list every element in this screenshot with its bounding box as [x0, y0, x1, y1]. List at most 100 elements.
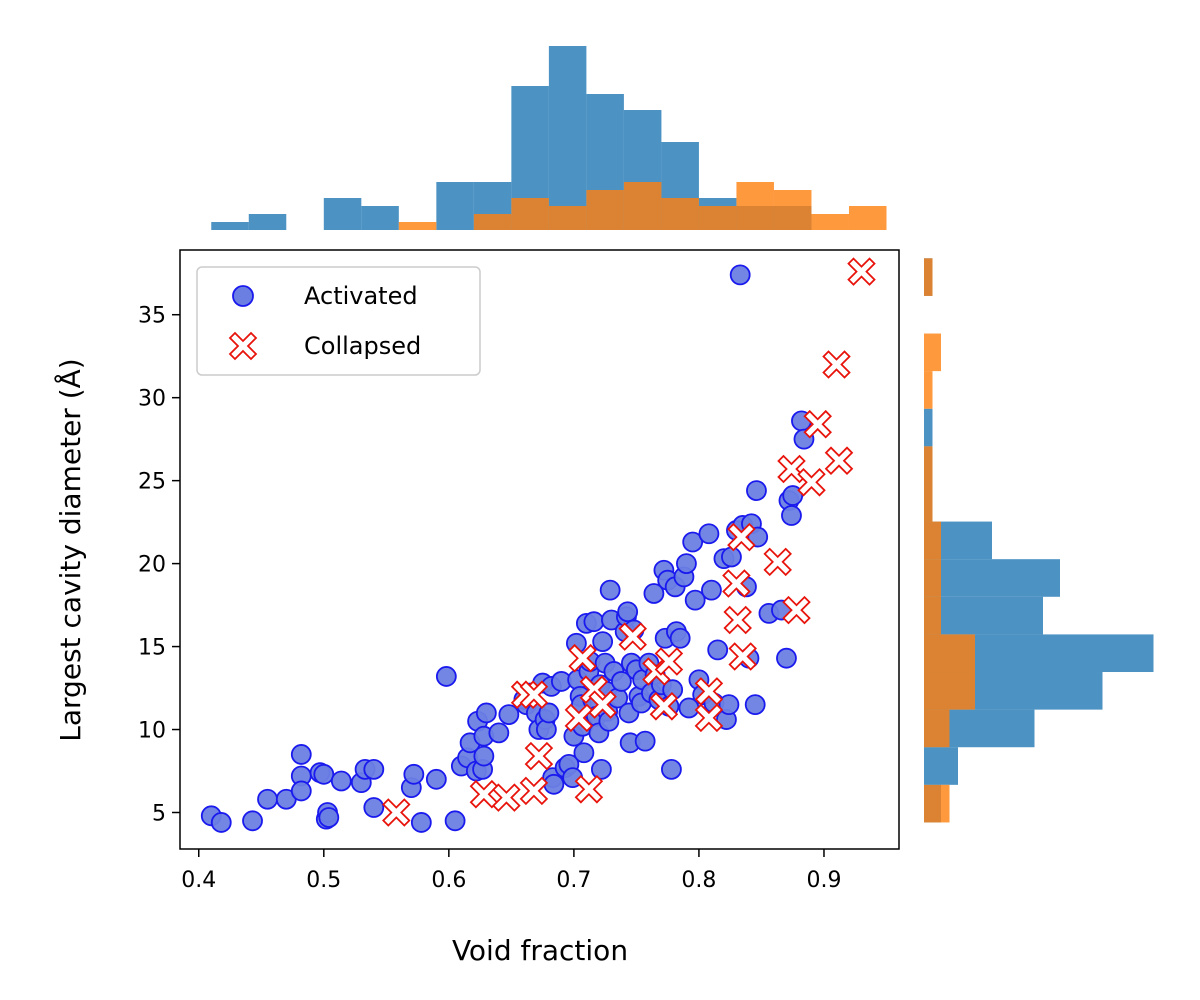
- data-point-activated: [475, 702, 497, 724]
- data-point-activated: [543, 773, 565, 795]
- data-point-activated: [718, 694, 740, 716]
- x-tick-label: 0.7: [556, 868, 591, 893]
- x-tick-label: 0.6: [431, 868, 466, 893]
- data-point-activated: [701, 579, 722, 601]
- data-point-activated: [210, 812, 232, 833]
- legend-frame: [196, 266, 481, 376]
- data-point-activated: [257, 788, 278, 810]
- data-point-activated: [729, 264, 751, 286]
- data-point-collapsed: [694, 677, 724, 706]
- x-axis-title: Void fraction: [452, 934, 628, 967]
- y-tick-label: 30: [138, 387, 166, 412]
- data-point-activated: [661, 758, 682, 780]
- y-hist-bar-collapsed: [924, 483, 933, 522]
- data-point-activated: [782, 485, 804, 506]
- y-tick-label: 10: [138, 719, 166, 744]
- data-point-collapsed: [694, 703, 724, 733]
- y-hist-bar-collapsed: [924, 446, 933, 484]
- data-point-collapsed: [824, 446, 854, 475]
- x-hist-bar-activated: [436, 182, 474, 230]
- data-point-activated: [682, 531, 704, 553]
- data-point-activated: [313, 763, 335, 785]
- data-point-collapsed: [727, 522, 756, 552]
- data-point-activated: [290, 780, 312, 802]
- x-hist-bar-activated: [548, 46, 587, 230]
- data-point-activated: [744, 694, 766, 716]
- x-hist-bar-activated: [323, 198, 362, 230]
- data-point-activated: [363, 797, 385, 818]
- y-hist-bar-collapsed: [924, 521, 941, 560]
- y-hist-bar-collapsed: [924, 559, 941, 597]
- data-point-activated: [590, 758, 612, 780]
- y-hist-bar-activated: [924, 596, 1043, 635]
- data-point-activated: [435, 666, 457, 687]
- x-hist-bar-collapsed: [811, 214, 849, 230]
- data-point-activated: [611, 671, 632, 692]
- data-point-activated: [473, 745, 495, 767]
- x-hist-bar-collapsed: [398, 222, 437, 230]
- y-axis-title: Largest cavity diameter (Å): [53, 358, 87, 741]
- x-hist-bar-collapsed: [661, 198, 699, 230]
- plot-frame: [179, 249, 900, 850]
- x-tick-label: 0.5: [306, 868, 341, 893]
- data-point-collapsed: [574, 775, 604, 804]
- data-point-activated: [592, 631, 614, 652]
- data-point-activated: [747, 526, 769, 548]
- data-point-activated: [444, 810, 466, 832]
- y-hist-bar-collapsed: [924, 258, 933, 296]
- data-point-activated: [676, 553, 697, 575]
- x-hist-bar-collapsed: [511, 198, 549, 230]
- x-hist-bar-collapsed: [848, 206, 887, 230]
- x-hist-bar-collapsed: [698, 206, 737, 230]
- y-tick-label: 35: [138, 304, 166, 329]
- y-hist-bar-collapsed: [924, 634, 975, 673]
- data-point-activated: [583, 611, 605, 633]
- data-point-activated: [698, 523, 720, 545]
- x-marginal-histogram: [211, 46, 887, 230]
- x-hist-bar-activated: [211, 222, 249, 230]
- data-point-activated: [573, 742, 595, 764]
- data-point-collapsed: [618, 622, 647, 651]
- x-hist-bar-activated: [248, 214, 287, 230]
- legend-marker-collapsed: [228, 331, 258, 361]
- x-hist-bar-collapsed: [623, 182, 662, 230]
- x-tick-label: 0.9: [806, 868, 841, 893]
- data-point-collapsed: [777, 454, 806, 484]
- data-point-activated: [643, 583, 665, 604]
- data-point-activated: [669, 627, 691, 649]
- data-point-activated: [318, 807, 340, 828]
- data-point-activated: [488, 722, 510, 744]
- data-point-activated: [363, 758, 385, 780]
- y-hist-bar-collapsed: [924, 333, 941, 372]
- y-marginal-histogram: [924, 258, 1154, 823]
- x-hist-bar-collapsed: [548, 206, 587, 230]
- data-point-activated: [290, 744, 312, 765]
- y-axis: 5 10 15 20 25 30 35: [138, 304, 180, 826]
- data-point-activated: [330, 770, 352, 792]
- y-hist-bar-collapsed: [924, 784, 950, 823]
- legend: Activated Collapsed: [196, 266, 481, 376]
- data-point-collapsed: [797, 468, 826, 497]
- data-point-activated: [410, 812, 432, 833]
- x-hist-bar-activated: [361, 206, 399, 230]
- data-point-activated: [684, 589, 706, 611]
- data-point-collapsed: [722, 569, 751, 598]
- data-point-collapsed: [728, 642, 757, 671]
- data-point-activated: [425, 768, 447, 790]
- y-hist-bar-collapsed: [924, 709, 950, 748]
- data-point-activated: [707, 639, 729, 661]
- x-hist-bar-collapsed: [473, 214, 512, 230]
- data-point-activated: [781, 505, 802, 526]
- data-point-collapsed: [782, 595, 811, 625]
- data-point-collapsed: [847, 257, 876, 286]
- y-tick-label: 15: [138, 636, 166, 661]
- data-point-activated: [776, 647, 797, 669]
- x-hist-bar-collapsed: [586, 190, 624, 230]
- data-point-activated: [634, 730, 656, 752]
- data-point-activated: [599, 579, 621, 601]
- y-hist-bar-activated: [924, 747, 958, 785]
- data-point-activated: [538, 702, 560, 724]
- legend-label-activated: Activated: [304, 282, 418, 310]
- x-tick-label: 0.4: [181, 868, 216, 893]
